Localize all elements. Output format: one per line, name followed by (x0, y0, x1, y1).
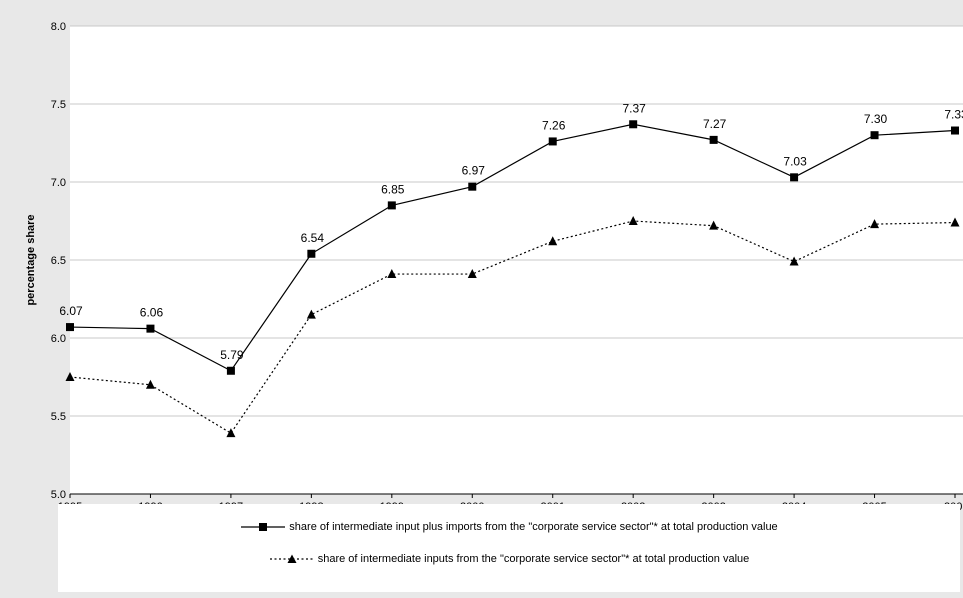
series-line-1 (69, 123, 956, 372)
data-label: 6.54 (301, 231, 325, 245)
legend: share of intermediate input plus imports… (58, 504, 960, 592)
data-point-triangle (870, 219, 880, 229)
data-point-square (66, 323, 74, 332)
series-line-2 (69, 220, 956, 434)
data-label: 6.85 (381, 182, 405, 196)
data-label: 7.30 (864, 112, 888, 126)
y-tick-label: 6.5 (51, 255, 66, 267)
legend-item-series-2: share of intermediate inputs from the "c… (58, 548, 960, 570)
data-point-triangle (789, 256, 799, 266)
data-label: 7.27 (703, 117, 727, 131)
data-point-triangle (145, 379, 155, 389)
data-label: 6.06 (140, 306, 164, 320)
data-label: 7.33 (944, 108, 963, 122)
legend-label: share of intermediate inputs from the "c… (317, 553, 750, 565)
legend-item-series-1: share of intermediate input plus imports… (58, 516, 960, 538)
data-point-triangle (65, 372, 75, 381)
legend-label: share of intermediate input plus imports… (289, 521, 778, 533)
data-point-triangle (387, 269, 397, 279)
y-tick-label: 5.5 (51, 411, 66, 423)
data-point-triangle (950, 217, 960, 227)
data-label: 5.79 (220, 348, 244, 362)
data-point-square (629, 120, 638, 129)
y-axis-label: percentage share (25, 214, 37, 305)
data-point-triangle (548, 236, 558, 246)
data-point-square (790, 173, 799, 182)
data-point-square (146, 324, 155, 333)
legend-marker-square-line (241, 523, 286, 531)
data-point-triangle (709, 220, 719, 230)
data-point-square (387, 201, 396, 210)
data-point-square (709, 135, 718, 144)
data-point-square (226, 366, 235, 375)
y-tick-label: 7.5 (51, 99, 66, 111)
data-label: 6.07 (59, 304, 83, 318)
data-point-square (951, 126, 959, 135)
data-label: 7.37 (623, 101, 647, 115)
data-point-triangle (467, 269, 477, 279)
data-point-triangle (628, 216, 638, 225)
data-point-square (870, 131, 879, 140)
gridlines (70, 25, 963, 417)
data-point-square (307, 249, 316, 258)
y-tick-label: 5.0 (51, 489, 66, 501)
data-label: 7.03 (783, 154, 807, 168)
data-point-triangle (306, 309, 316, 319)
data-point-square (468, 182, 477, 191)
data-label: 7.26 (542, 118, 566, 132)
series: 6.07 6.06 5.79 6.54 6.85 6.97 7.26 7.37 7.27 7.03… (59, 101, 963, 438)
data-point-triangle (226, 428, 236, 438)
data-point-square (548, 137, 557, 146)
legend-marker-triangle-dotted (269, 554, 314, 563)
y-tick-label: 7.0 (51, 177, 66, 189)
data-label: 6.97 (462, 164, 486, 178)
y-tick-label: 8.0 (51, 21, 66, 33)
y-tick-label: 6.0 (51, 333, 66, 345)
